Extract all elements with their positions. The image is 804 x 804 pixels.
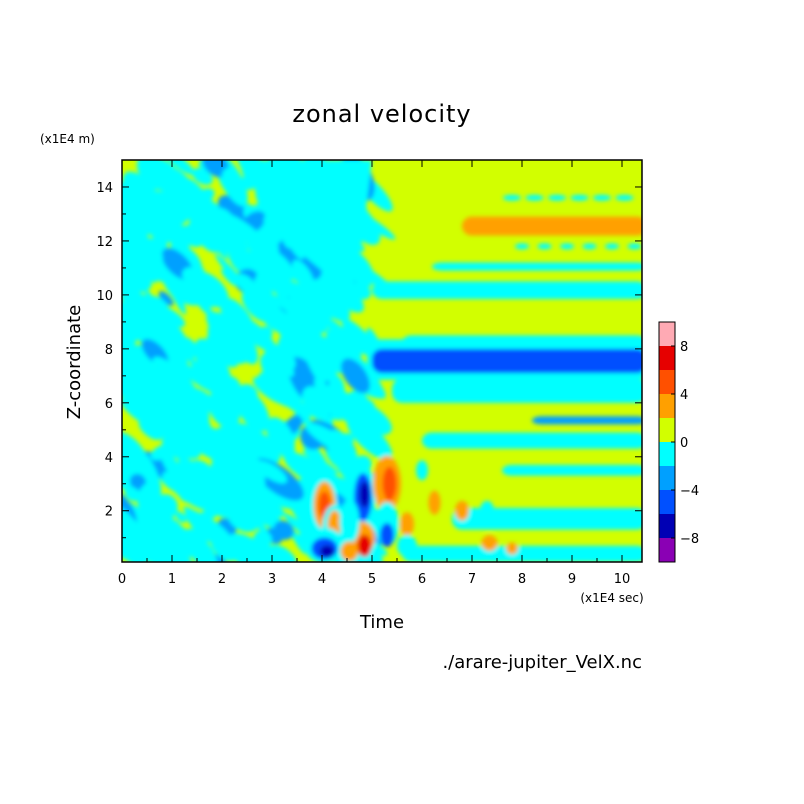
colorbar: −8 −4 0 4 8 — [658, 321, 699, 563]
x-unit-label: (x1E4 sec) — [580, 591, 643, 605]
colorbar-segment — [659, 490, 675, 514]
x-tick-label: 6 — [418, 572, 426, 587]
x-axis-label: Time — [359, 612, 404, 633]
source-filename: ./arare-jupiter_VelX.nc — [442, 652, 642, 673]
x-axis: 0 1 2 3 4 5 6 7 8 9 10 — [118, 160, 630, 587]
colorbar-segment — [659, 394, 675, 418]
x-tick-label: 5 — [368, 572, 376, 587]
colorbar-segment — [659, 466, 675, 490]
chart-title: zonal velocity — [292, 100, 471, 128]
x-tick-label: 8 — [518, 572, 526, 587]
x-tick-label: 7 — [468, 572, 476, 587]
y-tick-label: 2 — [105, 505, 113, 520]
y-axis: 2 4 6 8 10 12 14 — [96, 181, 642, 539]
x-tick-label: 1 — [168, 572, 176, 587]
colorbar-segment — [659, 538, 675, 562]
y-tick-label: 12 — [96, 235, 113, 250]
y-tick-label: 10 — [96, 289, 113, 304]
colorbar-segment — [659, 346, 675, 370]
y-tick-label: 8 — [105, 343, 113, 358]
colorbar-segment — [659, 418, 675, 442]
velocity-field — [122, 160, 642, 562]
y-unit-label: (x1E4 m) — [40, 132, 95, 146]
x-tick-label: 9 — [568, 572, 576, 587]
colorbar-tick-label: 8 — [680, 340, 688, 355]
x-tick-label: 2 — [218, 572, 226, 587]
plot-frame — [121, 159, 643, 563]
y-axis-label: Z-coordinate — [64, 305, 85, 420]
colorbar-segment — [659, 442, 675, 466]
x-tick-label: 4 — [318, 572, 326, 587]
colorbar-tick-label: −4 — [680, 484, 699, 499]
y-tick-label: 4 — [105, 451, 113, 466]
x-tick-label: 3 — [268, 572, 276, 587]
y-tick-label: 6 — [105, 397, 113, 412]
y-tick-label: 14 — [96, 181, 113, 196]
colorbar-tick-label: −8 — [680, 532, 699, 547]
colorbar-tick-label: 4 — [680, 388, 688, 403]
x-tick-label: 10 — [614, 572, 631, 587]
x-tick-label: 0 — [118, 572, 126, 587]
colorbar-segment — [659, 322, 675, 346]
colorbar-segment — [659, 514, 675, 538]
colorbar-segment — [659, 370, 675, 394]
colorbar-tick-label: 0 — [680, 436, 688, 451]
